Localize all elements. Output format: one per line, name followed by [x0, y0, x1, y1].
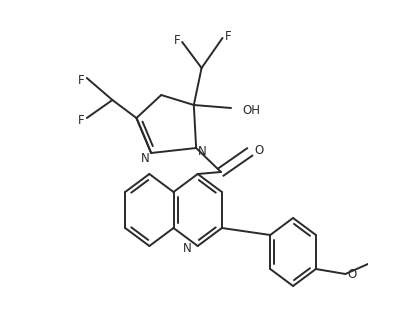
Text: F: F: [173, 33, 180, 47]
Text: O: O: [346, 267, 355, 281]
Text: N: N: [141, 152, 150, 164]
Text: N: N: [182, 241, 191, 255]
Text: F: F: [224, 30, 231, 42]
Text: F: F: [78, 74, 85, 86]
Text: N: N: [197, 144, 206, 158]
Text: F: F: [78, 114, 85, 126]
Text: O: O: [254, 143, 263, 157]
Text: OH: OH: [242, 103, 260, 117]
